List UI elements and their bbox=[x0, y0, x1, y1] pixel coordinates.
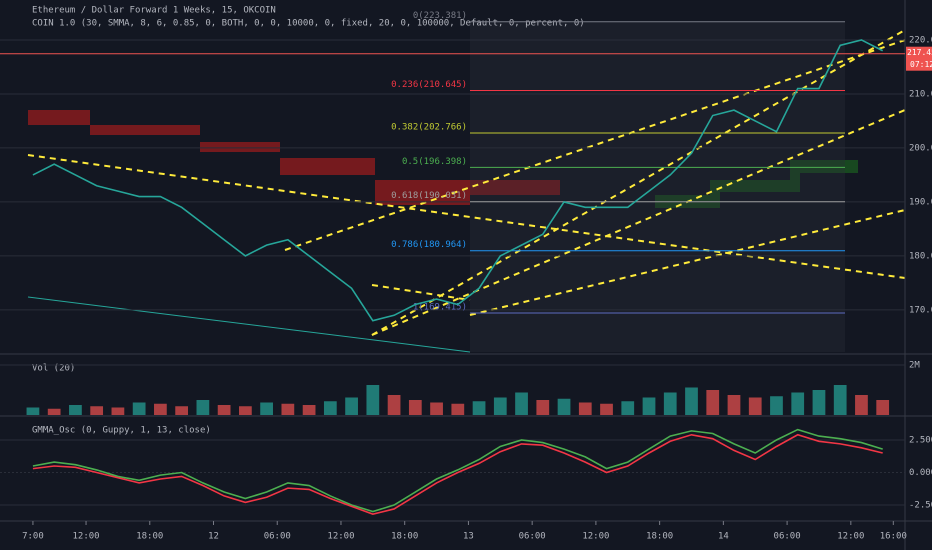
osc-title: GMMA_Osc (0, Guppy, 1, 13, close) bbox=[32, 426, 211, 436]
x-tick-label: 18:00 bbox=[391, 532, 418, 542]
fib-label: 0(223.381) bbox=[413, 11, 467, 21]
volume-bar bbox=[493, 397, 507, 415]
x-tick-label: 12:00 bbox=[72, 532, 99, 542]
volume-bar bbox=[387, 395, 401, 415]
series-line bbox=[32, 433, 883, 515]
indicator-label: COIN 1.0 (30, SMMA, 8, 6, 0.85, 0, BOTH,… bbox=[32, 19, 585, 29]
volume-bar bbox=[663, 392, 677, 415]
volume-bar bbox=[727, 395, 741, 415]
volume-bar bbox=[69, 405, 82, 415]
volume-bar bbox=[770, 396, 783, 415]
fib-label: 0.786(180.964) bbox=[391, 240, 467, 250]
volume-bar bbox=[600, 403, 613, 415]
x-tick-label: 13 bbox=[463, 532, 474, 542]
y-tick-label: 170.000 bbox=[909, 305, 932, 315]
volume-bar bbox=[154, 403, 167, 415]
fib-label: 0.382(202.766) bbox=[391, 122, 467, 132]
volume-bar bbox=[26, 407, 40, 415]
fib-label: 1(169.415) bbox=[413, 303, 467, 313]
volume-bar bbox=[472, 401, 486, 415]
y-tick-label: 180.000 bbox=[909, 251, 932, 261]
fib-label: 0.236(210.645) bbox=[391, 80, 467, 90]
volume-bar bbox=[621, 401, 635, 415]
volume-bar bbox=[430, 402, 443, 415]
volume-bar bbox=[557, 398, 571, 415]
volume-bar bbox=[345, 397, 358, 415]
fib-label: 0.618(190.031) bbox=[391, 191, 467, 201]
volume-bar bbox=[706, 390, 720, 415]
y-tick-label: 0.0000 bbox=[909, 468, 932, 478]
volume-bar bbox=[196, 400, 210, 415]
volume-bar bbox=[281, 403, 295, 415]
volume-bar bbox=[515, 392, 528, 415]
y-tick-label: 2M bbox=[909, 361, 920, 371]
x-tick-label: 14 bbox=[718, 532, 729, 542]
cloud-green bbox=[655, 160, 858, 208]
y-tick-label: 200.000 bbox=[909, 143, 932, 153]
fib-label: 0.5(196.398) bbox=[402, 157, 467, 167]
x-tick-label: 7:00 bbox=[22, 532, 44, 542]
volume-bar bbox=[642, 397, 656, 415]
volume-bar bbox=[111, 407, 125, 415]
volume-bar bbox=[685, 387, 698, 415]
series-line bbox=[32, 428, 883, 513]
x-tick-label: 16:00 bbox=[880, 532, 907, 542]
volume-bar bbox=[238, 406, 252, 415]
volume-bar bbox=[536, 400, 550, 415]
fib-zone bbox=[470, 22, 845, 352]
volume-bar bbox=[855, 395, 868, 415]
volume-title: Vol (20) bbox=[32, 364, 75, 374]
volume-bar bbox=[366, 385, 380, 415]
x-tick-label: 12:00 bbox=[327, 532, 354, 542]
x-tick-label: 06:00 bbox=[774, 532, 801, 542]
y-tick-label: 2.5000 bbox=[909, 435, 932, 445]
volume-bar bbox=[748, 397, 762, 415]
y-tick-label: 220.000 bbox=[909, 35, 932, 45]
chart-title: Ethereum / Dollar Forward 1 Weeks, 15, O… bbox=[32, 6, 276, 16]
volume-bar bbox=[323, 401, 337, 415]
volume-bar bbox=[812, 390, 826, 415]
volume-bar bbox=[175, 406, 189, 415]
x-tick-label: 18:00 bbox=[136, 532, 163, 542]
volume-bar bbox=[791, 392, 805, 415]
x-tick-label: 18:00 bbox=[646, 532, 673, 542]
volume-bar bbox=[90, 406, 104, 415]
countdown: 07:12 bbox=[910, 60, 932, 69]
price-tag bbox=[906, 46, 932, 71]
x-tick-label: 12 bbox=[208, 532, 219, 542]
volume-bar bbox=[578, 402, 592, 415]
volume-bar bbox=[47, 408, 61, 415]
x-tick-label: 12:00 bbox=[582, 532, 609, 542]
trend-lines bbox=[27, 29, 906, 336]
volume-bar bbox=[876, 400, 890, 415]
volume-bar bbox=[132, 402, 146, 415]
volume-bar bbox=[833, 385, 847, 415]
volume-bar bbox=[408, 400, 422, 415]
x-tick-label: 06:00 bbox=[264, 532, 291, 542]
volume-bar bbox=[302, 405, 316, 415]
ray bbox=[27, 296, 471, 353]
x-tick-label: 06:00 bbox=[519, 532, 546, 542]
y-tick-label: 210.000 bbox=[909, 89, 932, 99]
x-tick-label: 12:00 bbox=[837, 532, 864, 542]
y-tick-label: 190.000 bbox=[909, 197, 932, 207]
y-tick-label: -2.5000 bbox=[909, 501, 932, 511]
volume-bar bbox=[260, 402, 273, 415]
series-line bbox=[32, 39, 884, 322]
volume-bar bbox=[217, 405, 231, 415]
last-price-label: 217.453 bbox=[907, 48, 932, 57]
volume-bar bbox=[451, 403, 465, 415]
cloud-red bbox=[28, 110, 560, 205]
